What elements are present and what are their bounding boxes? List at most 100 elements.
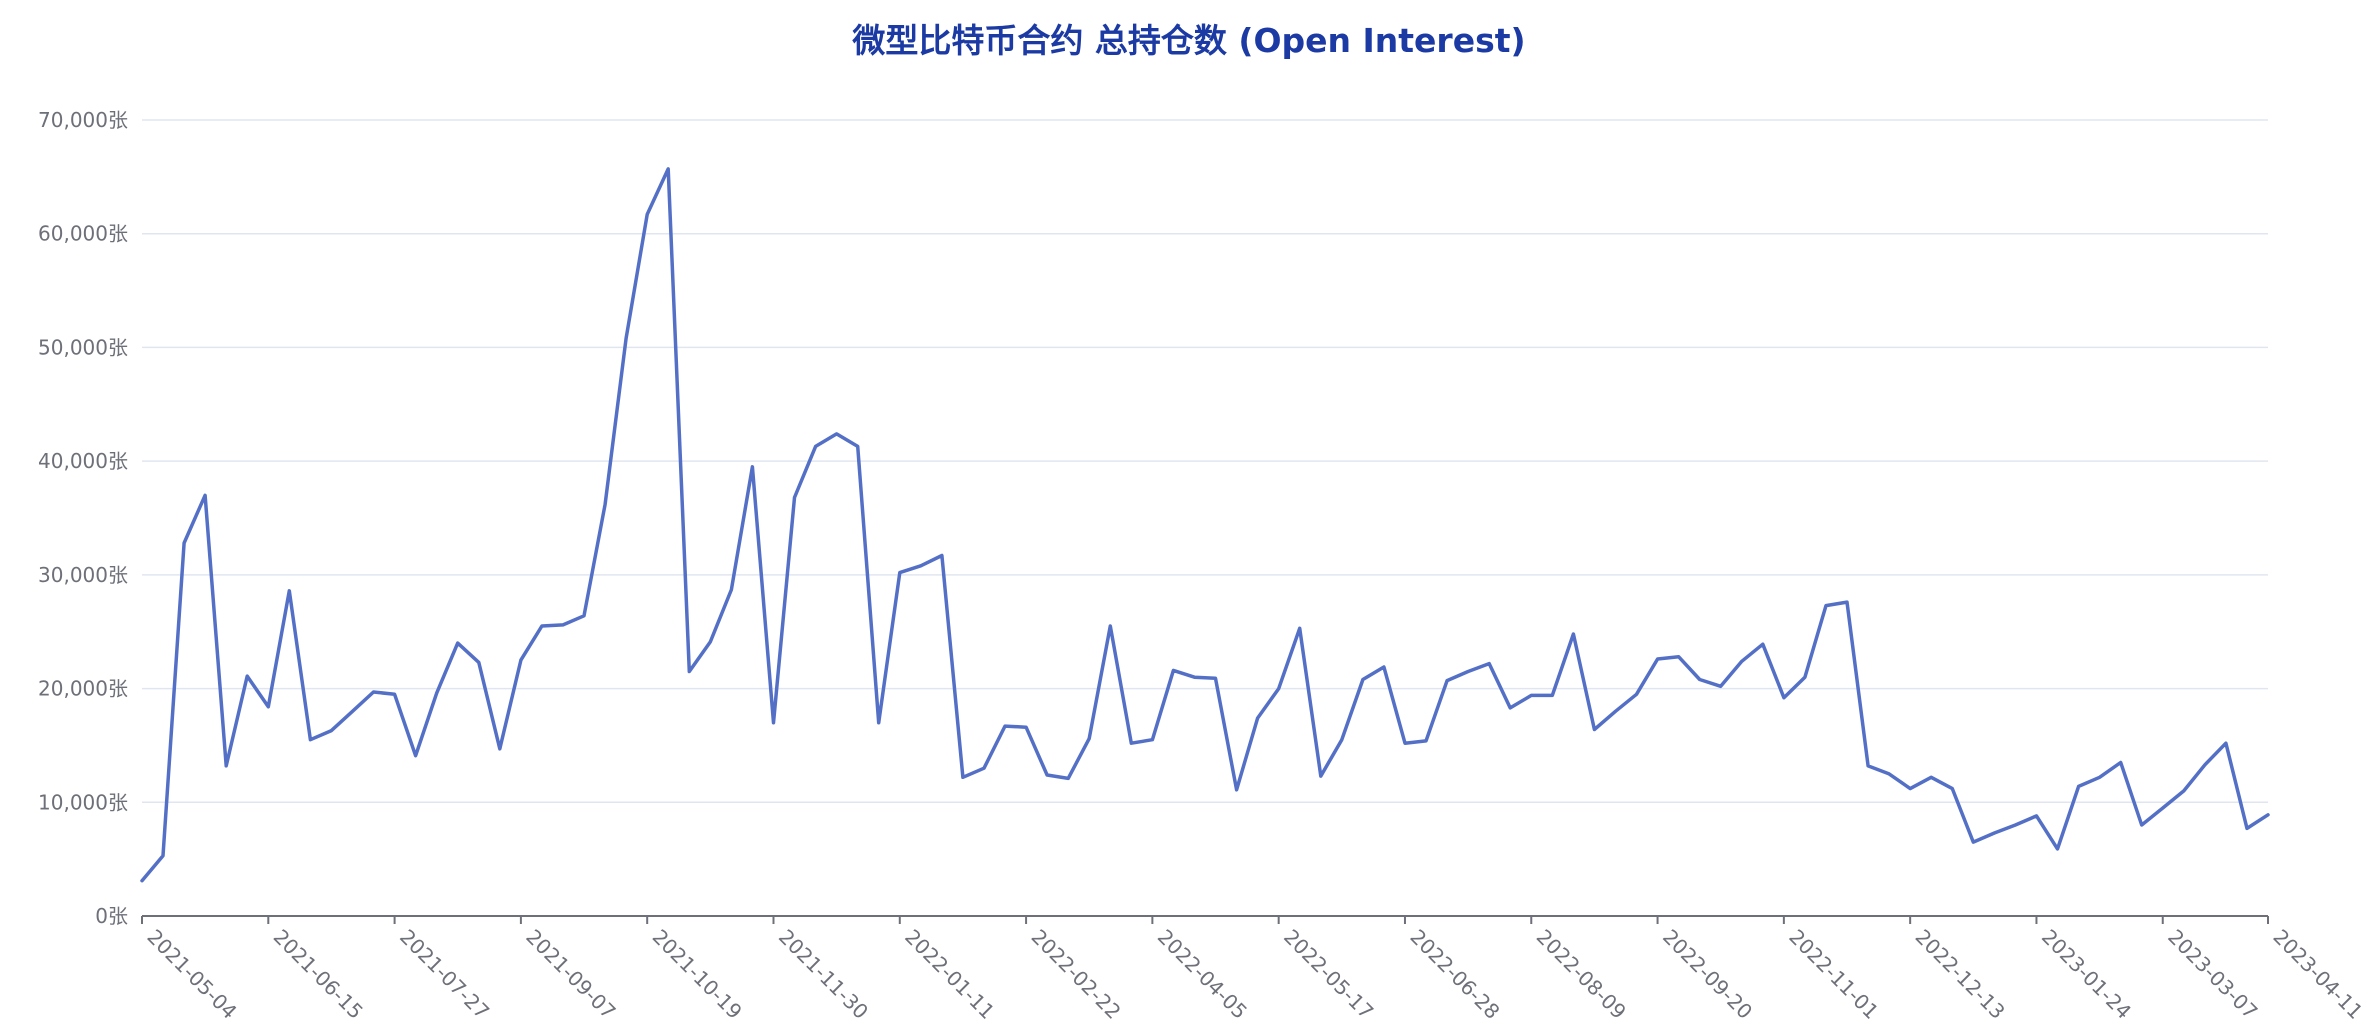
data-point bbox=[961, 775, 965, 779]
data-point bbox=[2140, 823, 2144, 827]
data-point bbox=[393, 692, 397, 696]
data-point bbox=[750, 465, 754, 469]
y-tick-label: 50,000张 bbox=[38, 335, 128, 359]
data-point bbox=[1171, 668, 1175, 672]
data-point bbox=[1992, 831, 1996, 835]
data-point bbox=[1908, 787, 1912, 791]
data-point bbox=[1761, 642, 1765, 646]
data-point bbox=[308, 738, 312, 742]
data-point bbox=[140, 879, 144, 883]
data-point bbox=[1592, 728, 1596, 732]
data-point bbox=[919, 564, 923, 568]
data-point bbox=[982, 766, 986, 770]
data-point bbox=[1277, 687, 1281, 691]
x-tick-label: 2023-03-07 bbox=[2163, 925, 2262, 1024]
data-point bbox=[1382, 665, 1386, 669]
data-point bbox=[2161, 806, 2165, 810]
y-tick-label: 60,000张 bbox=[38, 222, 128, 246]
data-point bbox=[1677, 655, 1681, 659]
data-point bbox=[603, 502, 607, 506]
data-point bbox=[1129, 741, 1133, 745]
data-point bbox=[414, 754, 418, 758]
data-point bbox=[2245, 826, 2249, 830]
data-point bbox=[2056, 847, 2060, 851]
x-tick-label: 2021-05-04 bbox=[142, 925, 241, 1024]
data-point bbox=[372, 690, 376, 694]
data-point bbox=[1024, 725, 1028, 729]
data-point bbox=[1782, 696, 1786, 700]
data-point bbox=[1824, 604, 1828, 608]
x-tick-label: 2021-06-15 bbox=[269, 925, 368, 1024]
data-point bbox=[1740, 659, 1744, 663]
data-point bbox=[2035, 814, 2039, 818]
data-point bbox=[1214, 676, 1218, 680]
data-point bbox=[1614, 709, 1618, 713]
data-point bbox=[1887, 772, 1891, 776]
data-point bbox=[1656, 657, 1660, 661]
data-point bbox=[1529, 693, 1533, 697]
data-point bbox=[856, 444, 860, 448]
data-point bbox=[2203, 763, 2207, 767]
y-axis: 0张 10,000张 20,000张 30,000张 40,000张 50,000张 60,… bbox=[38, 108, 128, 928]
x-axis: 2021-05-04 2021-06-15 2021-07-27 2021-09-07… bbox=[141, 915, 2368, 1024]
data-point bbox=[1045, 773, 1049, 777]
x-tick-label: 2022-04-05 bbox=[1153, 925, 1252, 1024]
data-point bbox=[666, 167, 670, 171]
data-point bbox=[1298, 626, 1302, 630]
grid-lines bbox=[142, 119, 2268, 804]
data-point bbox=[245, 674, 249, 678]
x-tick-label: 2021-10-19 bbox=[648, 925, 747, 1024]
x-tick-label: 2022-09-20 bbox=[1658, 925, 1757, 1024]
data-point bbox=[1235, 788, 1239, 792]
data-point bbox=[1361, 678, 1365, 682]
data-point bbox=[351, 709, 355, 713]
data-point bbox=[624, 336, 628, 340]
data-point bbox=[2013, 823, 2017, 827]
data-point bbox=[1845, 600, 1849, 604]
series-line bbox=[140, 167, 2270, 883]
data-point bbox=[1866, 764, 1870, 768]
x-tick-label: 2022-11-01 bbox=[1784, 925, 1883, 1024]
data-point bbox=[203, 493, 207, 497]
data-point bbox=[540, 624, 544, 628]
x-tick-label: 2022-08-09 bbox=[1532, 925, 1631, 1024]
data-point bbox=[1403, 741, 1407, 745]
y-tick-label: 20,000张 bbox=[38, 677, 128, 701]
data-point bbox=[2077, 784, 2081, 788]
x-tick-label: 2021-07-27 bbox=[395, 925, 494, 1024]
data-point bbox=[1635, 692, 1639, 696]
x-tick-label: 2023-04-11 bbox=[2268, 925, 2367, 1024]
data-point bbox=[1319, 774, 1323, 778]
data-point bbox=[498, 747, 502, 751]
data-point bbox=[729, 588, 733, 592]
data-point bbox=[1256, 716, 1260, 720]
data-point bbox=[814, 444, 818, 448]
data-point bbox=[435, 691, 439, 695]
data-point bbox=[898, 571, 902, 575]
data-point bbox=[224, 764, 228, 768]
data-point bbox=[161, 854, 165, 858]
data-point bbox=[561, 623, 565, 627]
data-point bbox=[519, 658, 523, 662]
y-tick-label: 10,000张 bbox=[38, 790, 128, 814]
data-point bbox=[1571, 632, 1575, 636]
data-point bbox=[1971, 840, 1975, 844]
data-point bbox=[2119, 761, 2123, 765]
data-point bbox=[287, 589, 291, 593]
data-point bbox=[1066, 776, 1070, 780]
data-point bbox=[1340, 738, 1344, 742]
data-point bbox=[1950, 787, 1954, 791]
data-point bbox=[645, 212, 649, 216]
data-point bbox=[1508, 706, 1512, 710]
data-point bbox=[582, 614, 586, 618]
data-point bbox=[1803, 675, 1807, 679]
data-point bbox=[708, 640, 712, 644]
data-point bbox=[2224, 741, 2228, 745]
data-point bbox=[772, 721, 776, 725]
data-point bbox=[1719, 684, 1723, 688]
y-tick-label: 70,000张 bbox=[38, 108, 128, 132]
data-point bbox=[687, 670, 691, 674]
y-tick-label: 0张 bbox=[95, 904, 128, 928]
x-tick-label: 2022-01-11 bbox=[900, 925, 999, 1024]
